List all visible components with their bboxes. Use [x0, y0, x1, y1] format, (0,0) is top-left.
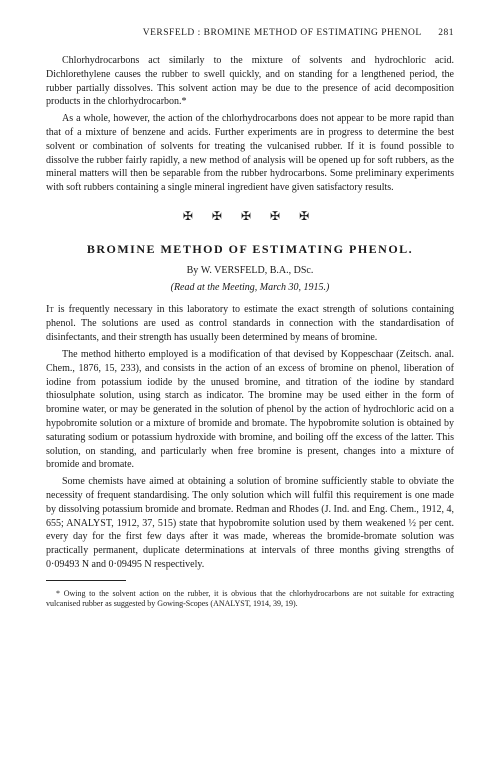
running-head: VERSFELD : BROMINE METHOD OF ESTIMATING … [46, 28, 454, 38]
footnote-rule [46, 580, 126, 581]
byline: By W. VERSFELD, B.A., DSc. [46, 265, 454, 276]
byline-credentials: B.A., DSc. [270, 265, 314, 276]
page-number: 281 [438, 28, 454, 38]
article-para-1: It is frequently necessary in this labor… [46, 303, 454, 345]
read-at-meeting: (Read at the Meeting, March 30, 1915.) [46, 282, 454, 293]
previous-article-para-2: As a whole, however, the action of the c… [46, 112, 454, 195]
article-para-2: The method hitherto employed is a modifi… [46, 348, 454, 472]
byline-author: W. VERSFELD, [201, 265, 270, 276]
byline-prefix: By [187, 265, 201, 276]
opening-word: It [46, 304, 54, 315]
para-1-rest: is frequently necessary in this laborato… [46, 304, 454, 343]
article-para-3: Some chemists have aimed at obtaining a … [46, 475, 454, 572]
previous-article-para-1: Chlorhydrocarbons act similarly to the m… [46, 54, 454, 109]
footnote: * Owing to the solvent action on the rub… [46, 589, 454, 610]
page: VERSFELD : BROMINE METHOD OF ESTIMATING … [0, 0, 500, 760]
running-head-text: VERSFELD : BROMINE METHOD OF ESTIMATING … [143, 28, 422, 38]
section-divider-ornament: ✠ ✠ ✠ ✠ ✠ [46, 209, 454, 224]
article-title: BROMINE METHOD OF ESTIMATING PHENOL. [46, 242, 454, 257]
